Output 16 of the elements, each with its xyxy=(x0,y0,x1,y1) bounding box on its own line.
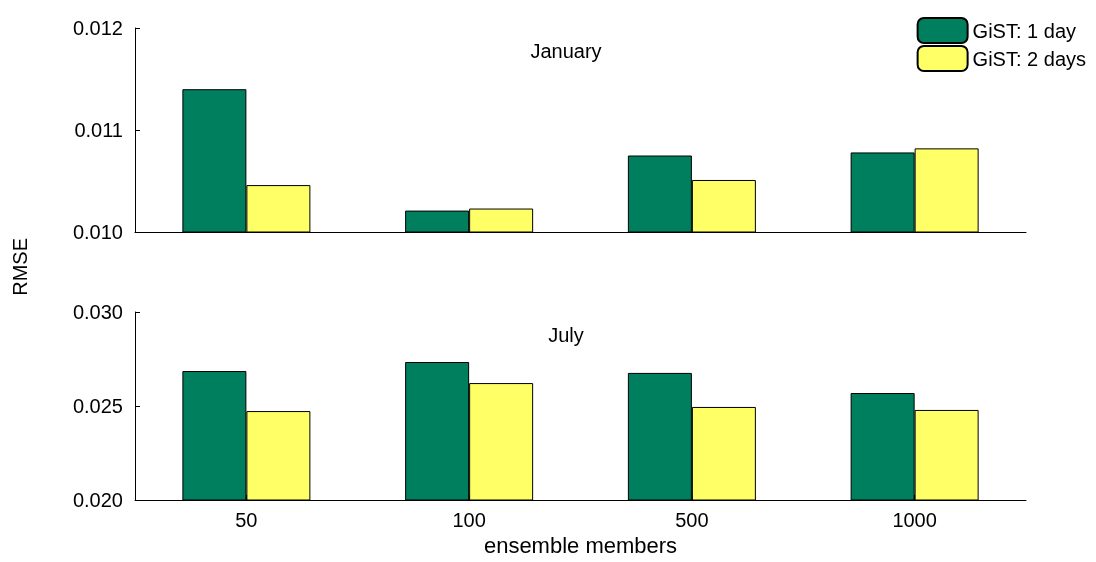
y-tick-label: 0.012 xyxy=(72,17,123,39)
x-tick-label: 1000 xyxy=(892,509,937,531)
x-tick-label: 500 xyxy=(675,509,709,531)
y-tick-label: 0.010 xyxy=(72,221,123,243)
x-tick-label: 100 xyxy=(452,509,486,531)
y-tick-label: 0.025 xyxy=(72,395,123,417)
y-tick-label: 0.030 xyxy=(72,301,123,323)
x-axis-title: ensemble members xyxy=(483,533,678,559)
y-axis-title: RMSE xyxy=(9,237,31,296)
legend-label: GiST: 2 days xyxy=(972,47,1087,70)
text: July xyxy=(548,324,584,346)
y-tick-label: 0.020 xyxy=(72,489,123,511)
text: January xyxy=(530,40,602,62)
y-tick-label: 0.011 xyxy=(74,119,123,141)
x-tick-label: 50 xyxy=(235,509,258,531)
legend-label: GiST: 1 day xyxy=(972,19,1077,42)
